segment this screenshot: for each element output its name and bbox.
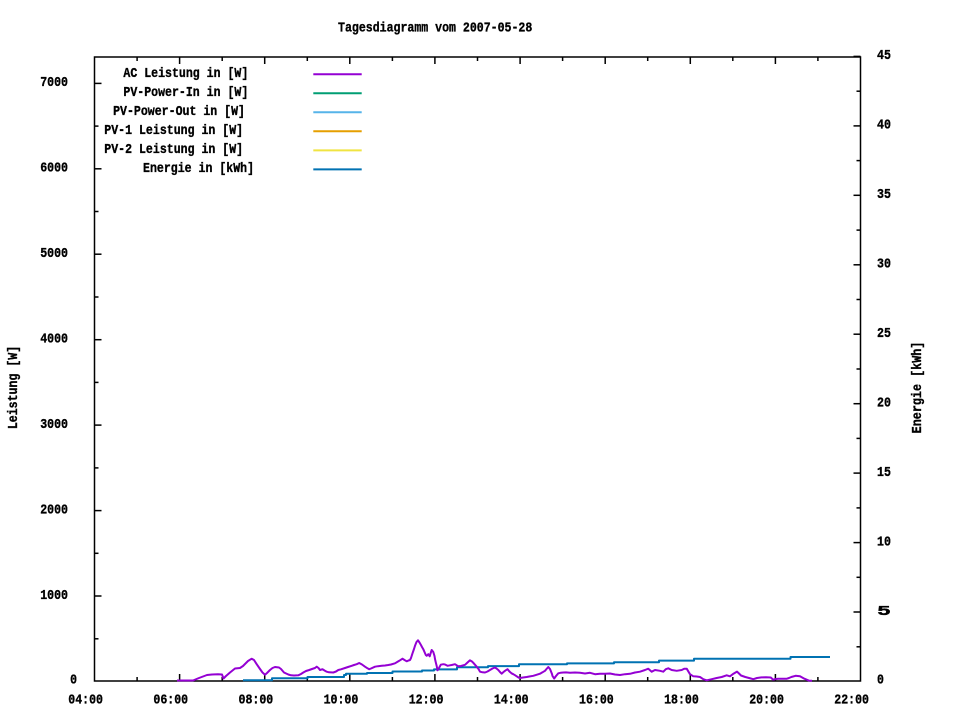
svg-text:10: 10: [877, 534, 891, 550]
svg-text:35: 35: [877, 187, 891, 203]
svg-text:18:00: 18:00: [664, 692, 699, 708]
svg-text:Leistung [W]: Leistung [W]: [6, 346, 22, 429]
svg-text:2000: 2000: [40, 502, 68, 518]
svg-text:Energie in [kWh]: Energie in [kWh]: [143, 161, 254, 177]
svg-text:14:00: 14:00: [494, 692, 529, 708]
svg-text:06:00: 06:00: [153, 692, 188, 708]
svg-text:5: 5: [877, 604, 891, 620]
svg-text:08:00: 08:00: [239, 692, 274, 708]
svg-text:PV-Power-Out in [W]: PV-Power-Out in [W]: [113, 104, 245, 120]
svg-text:22:00: 22:00: [834, 692, 869, 708]
svg-text:PV-Power-In in [W]: PV-Power-In in [W]: [123, 85, 248, 101]
svg-text:AC Leistung in [W]: AC Leistung in [W]: [123, 66, 248, 82]
svg-text:0: 0: [877, 672, 884, 688]
svg-text:40: 40: [877, 118, 891, 134]
svg-text:1000: 1000: [40, 588, 68, 604]
svg-text:PV-1 Leistung in [W]: PV-1 Leistung in [W]: [104, 123, 243, 139]
svg-text:10:00: 10:00: [324, 692, 359, 708]
svg-text:25: 25: [877, 326, 891, 342]
svg-text:Tagesdiagramm vom 2007-05-28: Tagesdiagramm vom 2007-05-28: [338, 21, 532, 37]
svg-text:20: 20: [877, 396, 891, 412]
svg-text:7000: 7000: [40, 75, 68, 91]
svg-text:30: 30: [877, 257, 891, 273]
svg-text:12:00: 12:00: [409, 692, 444, 708]
svg-text:20:00: 20:00: [749, 692, 784, 708]
svg-text:3000: 3000: [40, 417, 68, 433]
svg-text:4000: 4000: [40, 332, 68, 348]
svg-text:PV-2 Leistung in [W]: PV-2 Leistung in [W]: [104, 142, 243, 158]
svg-text:04:00: 04:00: [68, 692, 103, 708]
svg-text:0: 0: [70, 673, 77, 689]
svg-text:5000: 5000: [40, 246, 68, 262]
svg-text:45: 45: [877, 48, 891, 64]
svg-text:15: 15: [877, 465, 891, 481]
svg-text:Energie [kWh]: Energie [kWh]: [910, 342, 926, 434]
svg-text:16:00: 16:00: [579, 692, 614, 708]
svg-text:6000: 6000: [40, 161, 68, 177]
